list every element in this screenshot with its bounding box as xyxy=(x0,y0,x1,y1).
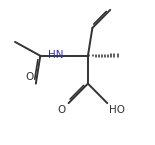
Text: O: O xyxy=(26,72,34,82)
Text: HO: HO xyxy=(109,105,125,115)
Text: O: O xyxy=(57,105,66,115)
Text: HN: HN xyxy=(48,50,63,60)
